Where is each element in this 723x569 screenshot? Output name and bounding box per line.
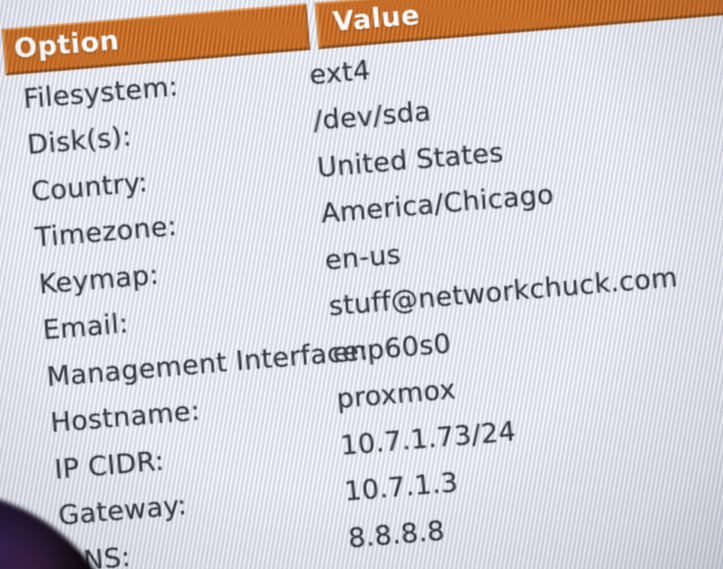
summary-rows: Filesystem: ext4 Disk(s):/dev/sda Country: U… [22,55,679,569]
summary-table: Option Value Filesystem: ext4 Disk(s):/dev… [1,0,723,569]
installer-summary-screen: Option Value Filesystem: ext4 Disk(s):/dev… [0,0,723,569]
